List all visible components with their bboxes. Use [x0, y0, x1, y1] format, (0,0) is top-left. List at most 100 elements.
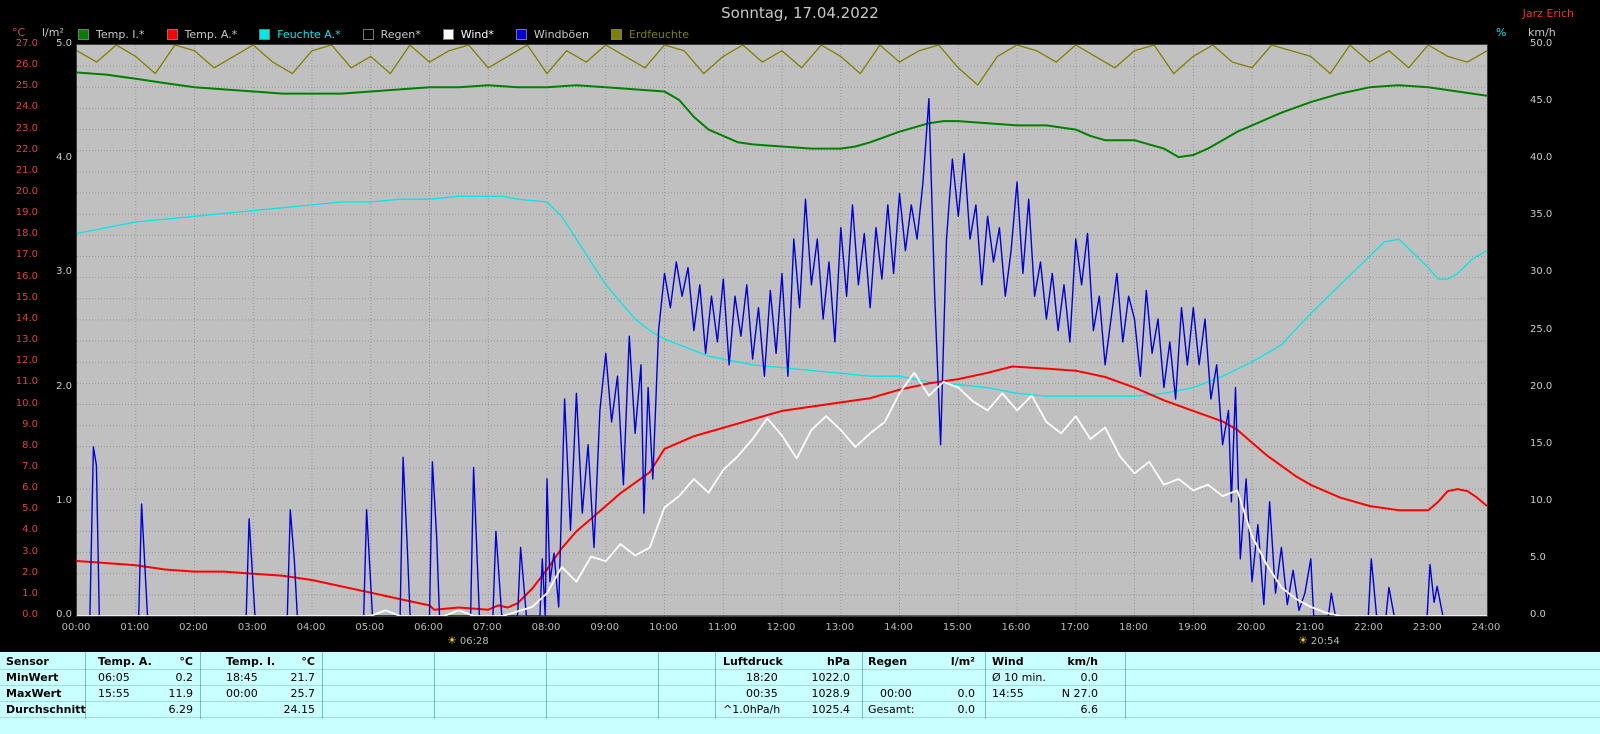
- y-tick-celsius: 13.0: [15, 334, 38, 346]
- luftdruck-max-value: 1028.9: [811, 687, 851, 700]
- y-tick-celsius: 8.0: [22, 439, 38, 451]
- erdfeuchte-swatch-icon: [611, 29, 622, 40]
- legend-item-windboeen: Windböen: [515, 28, 589, 41]
- y-tick-celsius: 3.0: [22, 545, 38, 557]
- y-tick-kmh: 45.0: [1530, 95, 1553, 107]
- y-tick-celsius: 6.0: [22, 482, 38, 494]
- x-tick-time: 00:00: [61, 622, 91, 633]
- y-tick-kmh: 15.0: [1530, 437, 1553, 449]
- y-tick-celsius: 15.0: [15, 291, 38, 303]
- y-tick-celsius: 21.0: [15, 164, 38, 176]
- x-tick-time: 07:00: [472, 622, 502, 633]
- y-tick-kmh: 50.0: [1530, 38, 1553, 49]
- legend-item-feuchte: Feuchte A.*: [259, 28, 341, 41]
- sunset-marker: ☀ 20:54: [1298, 634, 1340, 647]
- luftdruck-trend-label: ^1.0hPa/h: [723, 703, 781, 716]
- temp-a-max-value: 11.9: [168, 687, 194, 700]
- sunset-time: 20:54: [1310, 636, 1340, 647]
- y-tick-rain: 5.0: [56, 38, 72, 49]
- temp-i-swatch-icon: [78, 29, 89, 40]
- feuchte-swatch-icon: [259, 29, 271, 40]
- col-temp-i-unit: °C: [301, 655, 315, 668]
- x-tick-time: 14:00: [884, 622, 913, 633]
- y-tick-celsius: 20.0: [15, 186, 38, 198]
- x-tick-time: 18:00: [1119, 622, 1148, 633]
- y-tick-celsius: 7.0: [22, 460, 38, 472]
- y-tick-celsius: 14.0: [15, 312, 38, 324]
- y-tick-celsius: 17.0: [15, 249, 38, 261]
- temp-i-avg-value: 24.15: [283, 703, 316, 716]
- windboeen-swatch-icon: [515, 29, 527, 40]
- sun-icon: ☀: [447, 634, 457, 647]
- regen-min-value: [902, 671, 975, 685]
- legend-label: Feuchte A.*: [277, 28, 341, 41]
- col-wind-name: Wind: [992, 655, 1024, 668]
- x-tick-time: 02:00: [179, 622, 208, 633]
- y-tick-celsius: 9.0: [22, 418, 38, 430]
- temp-a-min-time: 06:05: [98, 671, 130, 684]
- regen-total-label: Gesamt:: [868, 703, 915, 716]
- x-tick-time: 13:00: [825, 622, 855, 633]
- wind-current-value: 0.0: [1080, 671, 1099, 684]
- y-axis-unit-kmh: km/h: [1528, 26, 1556, 39]
- x-tick-time: 24:00: [1471, 622, 1501, 633]
- y-tick-kmh: 25.0: [1530, 323, 1553, 335]
- chart-legend: Temp. I.* Temp. A.* Feuchte A.* Regen* W…: [78, 28, 689, 41]
- y-tick-celsius: 23.0: [15, 122, 38, 134]
- page-title: Sonntag, 17.04.2022: [721, 4, 879, 22]
- x-tick-time: 08:00: [531, 622, 561, 633]
- temp-i-min-time: 18:45: [226, 671, 258, 684]
- wind-current-label: Ø 10 min.: [992, 671, 1046, 684]
- legend-label: Windböen: [533, 28, 589, 41]
- x-tick-time: 01:00: [120, 622, 150, 633]
- y-tick-kmh: 40.0: [1530, 152, 1553, 164]
- x-tick-time: 10:00: [649, 622, 678, 633]
- regen-swatch-icon: [362, 29, 374, 40]
- col-temp-i-name: Temp. I.: [226, 655, 276, 668]
- y-tick-rain: 1.0: [56, 494, 72, 506]
- y-tick-celsius: 22.0: [15, 143, 38, 155]
- y-tick-celsius: 18.0: [15, 228, 38, 240]
- temp-a-max-time: 15:55: [98, 687, 130, 700]
- y-tick-celsius: 27.0: [15, 38, 38, 49]
- luftdruck-min-value: 1022.0: [811, 671, 851, 684]
- x-tick-time: 22:00: [1354, 622, 1383, 633]
- legend-label: Erdfeuchte: [629, 28, 689, 41]
- x-tick-time: 21:00: [1295, 622, 1325, 633]
- legend-label: Temp. A.*: [184, 28, 238, 41]
- x-tick-time: 20:00: [1236, 622, 1266, 633]
- y-tick-celsius: 2.0: [22, 566, 38, 578]
- y-tick-celsius: 10.0: [15, 397, 38, 409]
- table-row-label-max: MaxWert: [6, 687, 62, 700]
- x-tick-time: 04:00: [296, 622, 326, 633]
- temp-a-swatch-icon: [166, 29, 178, 40]
- temp-a-avg-value: 6.29: [168, 703, 194, 716]
- x-tick-time: 16:00: [1001, 622, 1031, 633]
- col-regen-name: Regen: [868, 655, 908, 668]
- y-tick-celsius: 12.0: [15, 355, 38, 367]
- y-tick-kmh: 30.0: [1530, 266, 1553, 278]
- x-tick-time: 09:00: [590, 622, 620, 633]
- y-tick-celsius: 25.0: [15, 80, 38, 92]
- col-regen-unit: l/m²: [950, 655, 975, 668]
- luftdruck-max-time: 00:35: [746, 687, 778, 700]
- col-wind-unit: km/h: [1067, 655, 1098, 668]
- wind-swatch-icon: [442, 29, 454, 40]
- y-tick-kmh: 0.0: [1530, 609, 1546, 620]
- wind-max-time: 14:55: [992, 687, 1024, 700]
- table-header-sensor: Sensor: [6, 655, 49, 668]
- table-row-label-min: MinWert: [6, 671, 59, 684]
- y-tick-rain: 4.0: [56, 152, 72, 164]
- wind-max-value: N 27.0: [1061, 687, 1098, 700]
- luftdruck-min-time: 18:20: [746, 671, 778, 684]
- y-axis-unit-celsius: °C: [12, 26, 26, 39]
- y-tick-celsius: 11.0: [15, 376, 38, 388]
- x-tick-time: 15:00: [942, 622, 972, 633]
- sun-icon: ☀: [1298, 634, 1308, 647]
- regen-total-value: 0.0: [957, 703, 976, 716]
- x-tick-time: 12:00: [766, 622, 796, 633]
- regen-value: 0.0: [957, 687, 976, 700]
- legend-item-temp-a: Temp. A.*: [166, 28, 238, 41]
- col-temp-a-unit: °C: [179, 655, 193, 668]
